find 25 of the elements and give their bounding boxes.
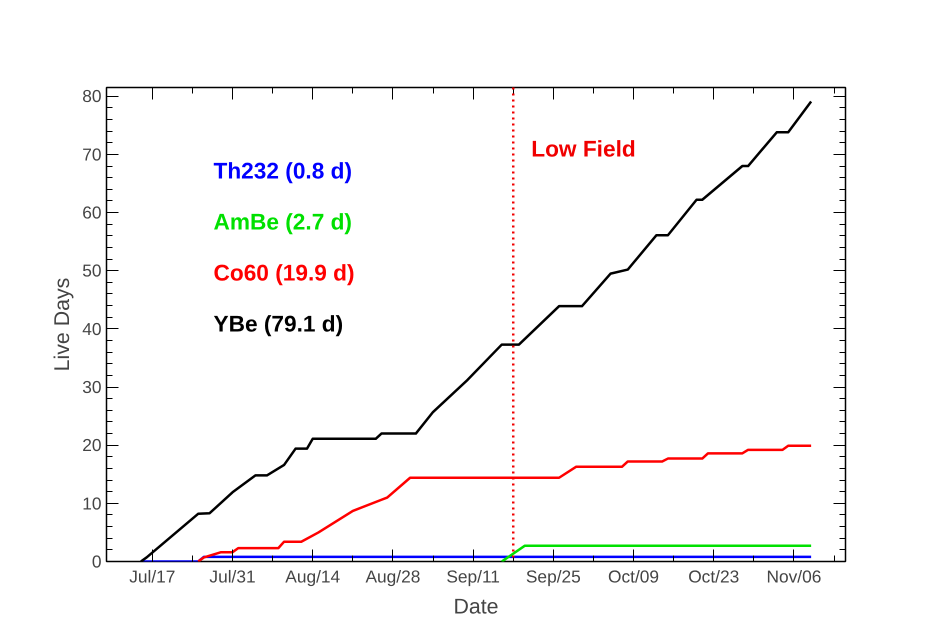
y-tick-label: 70 bbox=[82, 144, 102, 164]
x-tick-label: Oct/09 bbox=[608, 566, 660, 586]
y-tick-label: 0 bbox=[92, 552, 102, 572]
text: Co60 (19.9 d) bbox=[214, 260, 355, 286]
text: AmBe (2.7 d) bbox=[214, 208, 352, 234]
x-tick-label: Jul/17 bbox=[129, 566, 176, 586]
y-tick-label: 40 bbox=[82, 318, 102, 339]
x-tick-label: Aug/14 bbox=[285, 566, 341, 586]
x-tick-label: Sep/25 bbox=[526, 566, 581, 586]
x-tick-label: Aug/28 bbox=[365, 566, 420, 586]
x-tick-label: Sep/11 bbox=[446, 566, 500, 586]
y-tick-label: 10 bbox=[82, 493, 102, 514]
y-tick-label: 30 bbox=[82, 377, 102, 398]
x-tick-label: Oct/23 bbox=[688, 566, 740, 586]
ref-line-label: Low Field bbox=[531, 136, 636, 162]
y-tick-label: 60 bbox=[82, 202, 102, 223]
y-tick-label: 80 bbox=[82, 86, 102, 106]
x-axis-title: Date bbox=[453, 594, 499, 618]
y-tick-label: 50 bbox=[82, 260, 102, 281]
text: YBe (79.1 d) bbox=[214, 310, 344, 336]
x-tick-label: Nov/06 bbox=[766, 566, 822, 586]
x-tick-label: Jul/31 bbox=[209, 566, 256, 586]
y-axis-title: Live Days bbox=[50, 278, 74, 372]
text: Th232 (0.8 d) bbox=[214, 158, 352, 184]
y-tick-label: 20 bbox=[82, 435, 102, 456]
